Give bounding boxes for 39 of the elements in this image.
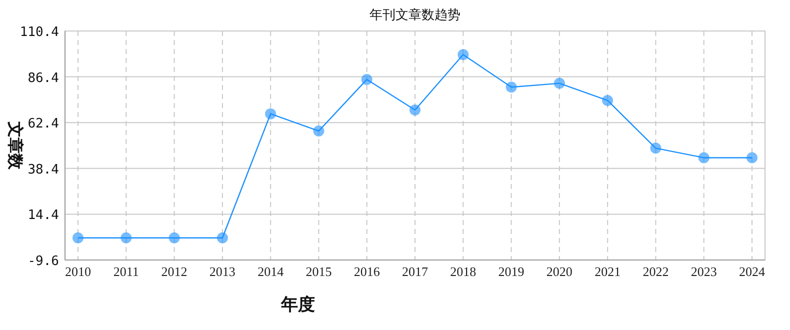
- y-tick-label: 86.4: [28, 70, 60, 86]
- x-tick-label: 2018: [450, 264, 476, 279]
- x-tick-label: 2011: [113, 264, 139, 279]
- x-tick-label: 2016: [354, 264, 380, 279]
- point: [698, 152, 710, 164]
- point: [746, 152, 758, 164]
- x-axis-title: 年度: [280, 295, 315, 314]
- point: [506, 82, 517, 93]
- x-tick-label: 2022: [642, 264, 669, 279]
- chart-title: 年刊文章数趋势: [370, 7, 460, 22]
- y-tick-label: 62.4: [28, 116, 60, 132]
- y-tick-label: 38.4: [28, 162, 60, 178]
- y-tick-label: 14.4: [28, 208, 60, 224]
- x-tick-label: 2012: [161, 264, 188, 279]
- point: [313, 125, 324, 136]
- x-tick-label: 2020: [546, 264, 572, 279]
- x-tick-label: 2013: [209, 264, 236, 279]
- point: [554, 78, 565, 89]
- x-tick-label: 2010: [65, 264, 91, 279]
- point: [168, 232, 180, 244]
- point: [361, 74, 372, 85]
- x-tick-label: 2015: [306, 264, 332, 279]
- point: [410, 104, 420, 116]
- x-tick-label: 2021: [594, 264, 621, 279]
- x-tick-label: 2019: [498, 264, 524, 279]
- x-tick-label: 2017: [402, 264, 428, 279]
- y-tick-label: 110.4: [20, 25, 60, 40]
- point: [216, 232, 228, 244]
- point: [72, 232, 84, 244]
- y-axis-title: 文章数: [6, 120, 24, 170]
- point: [265, 108, 276, 120]
- point: [602, 94, 614, 106]
- x-tick-label: 2024: [739, 264, 766, 279]
- point: [120, 232, 132, 244]
- point: [650, 142, 662, 154]
- x-tick-label: 2023: [690, 264, 717, 279]
- point: [458, 49, 469, 60]
- y-tick-label: -9.6: [28, 254, 59, 269]
- x-tick-label: 2014: [258, 264, 284, 279]
